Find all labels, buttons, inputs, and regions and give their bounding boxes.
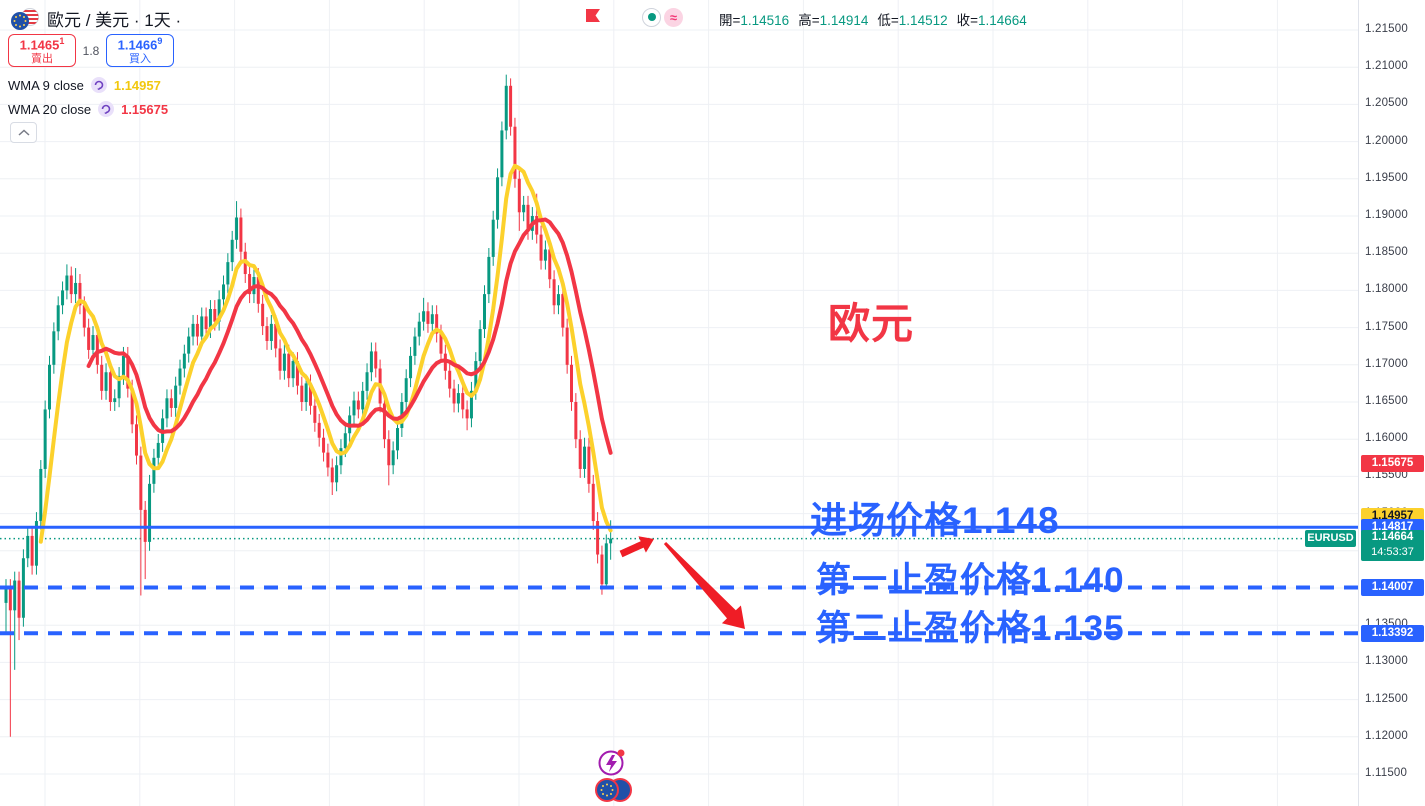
- indicator-row-wma20[interactable]: WMA 20 close 1.15675: [8, 101, 168, 117]
- chart-canvas[interactable]: [0, 0, 1358, 806]
- axis-tick-label: 1.18500: [1365, 246, 1408, 259]
- economic-event-lightning-icon[interactable]: [598, 749, 625, 776]
- open-value: 1.14516: [740, 13, 790, 28]
- axis-tick-label: 1.19500: [1365, 171, 1408, 184]
- annotation-take-profit-2[interactable]: 第二止盈价格1.135: [816, 609, 1125, 648]
- axis-tick-label: 1.19000: [1365, 209, 1408, 221]
- annotation-symbol-note[interactable]: 欧元: [828, 300, 915, 347]
- price-label: 1.15675: [1361, 454, 1424, 472]
- indicator-name: WMA 20 close: [8, 101, 92, 117]
- wma-20-line: [86, 217, 613, 455]
- flag-icon[interactable]: [586, 9, 601, 28]
- eu-flag-event-icon[interactable]: [595, 778, 632, 802]
- close-label: 收=: [956, 13, 978, 28]
- eurusd-pair-icon: [11, 7, 39, 30]
- close-value: 1.14664: [978, 13, 1027, 28]
- annotation-entry-price[interactable]: 进场价格1.148: [810, 500, 1060, 541]
- candles: [4, 74, 613, 737]
- axis-tick-label: 1.20000: [1365, 134, 1408, 147]
- approx-data-icon[interactable]: ≈: [664, 7, 683, 27]
- wma-9-line: [38, 163, 613, 544]
- axis-tick-label: 1.13000: [1365, 655, 1408, 668]
- sell-direction-arrow-icon[interactable]: [663, 542, 745, 629]
- sell-price-superscript: 1: [59, 35, 65, 46]
- price-label: 1.14664 14:53:37: [1361, 529, 1424, 561]
- market-status-dot-icon[interactable]: [642, 7, 661, 27]
- axis-tick-label: 1.18000: [1365, 283, 1408, 296]
- high-label: 高=: [798, 13, 820, 28]
- indicator-row-wma9[interactable]: WMA 9 close 1.14957: [8, 77, 161, 93]
- ohlc-readout: 開=1.14516 高=1.14914 低=1.14512 收=1.14664: [719, 9, 1027, 29]
- open-label: 開=: [719, 13, 741, 28]
- sell-button-label: 賣出: [31, 52, 53, 65]
- axis-tick-label: 1.17500: [1365, 320, 1408, 333]
- price-label: 1.13392: [1361, 624, 1424, 642]
- bar-countdown: 14:53:37: [1371, 545, 1414, 558]
- grid: [0, 0, 1358, 806]
- collapse-indicators-button[interactable]: [10, 122, 37, 143]
- axis-tick-label: 1.17000: [1365, 357, 1408, 370]
- axis-tick-label: 1.16500: [1365, 395, 1408, 407]
- low-label: 低=: [877, 13, 899, 28]
- buy-button[interactable]: 1.14669 買入: [106, 34, 174, 67]
- buy-price-superscript: 9: [157, 35, 163, 46]
- low-value: 1.14512: [898, 13, 948, 28]
- refresh-icon[interactable]: [98, 101, 115, 117]
- price-label: 1.14007: [1361, 578, 1424, 596]
- axis-tick-label: 1.15500: [1365, 469, 1408, 482]
- axis-tick-label: 1.12500: [1365, 692, 1408, 705]
- indicator-name: WMA 9 close: [8, 77, 84, 93]
- refresh-icon[interactable]: [90, 77, 107, 93]
- entry-arrow-icon[interactable]: [619, 536, 654, 558]
- price-axis[interactable]: 1.21500 1.21000 1.20500 1.20000 1.19500 1.190…: [1358, 0, 1425, 806]
- indicator-value: 1.15675: [121, 101, 169, 117]
- high-value: 1.14914: [819, 13, 869, 28]
- axis-tick-label: 1.16000: [1365, 432, 1408, 445]
- event-markers: [595, 749, 632, 802]
- symbol-title[interactable]: 歐元 / 美元 · 1天 ·: [47, 11, 182, 30]
- axis-tick-label: 1.20500: [1365, 97, 1408, 110]
- axis-tick-label: 1.21500: [1365, 23, 1408, 35]
- indicator-value: 1.14957: [113, 77, 161, 93]
- axis-tick-label: 1.11500: [1365, 767, 1408, 779]
- symbol-tag: EURUSD: [1305, 530, 1356, 548]
- axis-tick-label: 1.21000: [1365, 60, 1408, 73]
- buy-button-label: 買入: [129, 52, 151, 65]
- chevron-up-icon: [17, 128, 30, 136]
- sell-button[interactable]: 1.14651 賣出: [8, 34, 76, 67]
- axis-tick-label: 1.12000: [1365, 729, 1408, 742]
- annotation-take-profit-1[interactable]: 第一止盈价格1.140: [816, 561, 1125, 600]
- spread-value: 1.8: [82, 43, 100, 58]
- status-pill: ≈: [640, 6, 685, 28]
